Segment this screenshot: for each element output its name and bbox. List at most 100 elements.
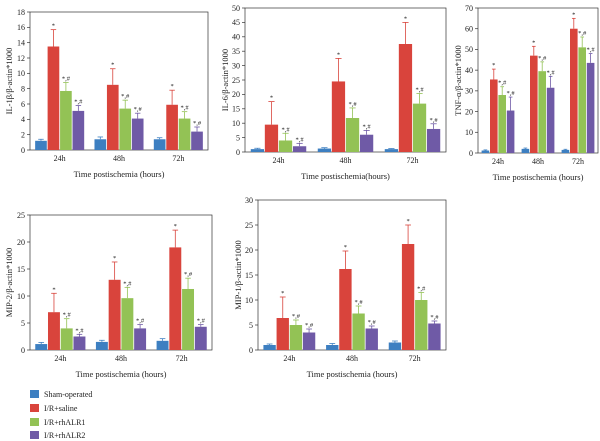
significance-label-i-r-rhalr1-24h: *,# (63, 312, 72, 319)
bar-i-r-rhalr2-24h (73, 336, 86, 350)
significance-label-i-r-rhalr2-72h: *,# (430, 314, 439, 321)
y-tick-label: 50 (465, 45, 473, 54)
plot-frame (29, 11, 209, 151)
y-tick-label: 15 (232, 105, 240, 114)
bar-i-r-rhalr1-72h (182, 288, 195, 350)
bar-i-r-rhalr2-24h (506, 110, 515, 153)
bar-i-r-rhalr1-72h (412, 103, 427, 152)
y-tick-label: 15 (17, 265, 25, 274)
significance-label-i-r-rhalr1-72h: *,# (417, 286, 426, 293)
bar-i-r-rhalr2-72h (194, 326, 207, 350)
significance-label-i-r-rhalr1-48h: *,# (121, 93, 130, 100)
significance-label-i-r-rhalr2-48h: *,# (368, 319, 377, 326)
bar-i-r-rhalr2-72h (586, 62, 595, 154)
bar-i-r-saline-48h (108, 279, 121, 350)
legend-item-ir-saline: I/R+saline (30, 404, 78, 413)
significance-label-i-r-rhalr2-72h: *,# (430, 117, 439, 124)
x-tick-label: 72h (572, 157, 584, 166)
bar-i-r-saline-48h (106, 84, 119, 150)
x-axis-label: Time postischemia (hours) (493, 172, 584, 182)
y-tick-label: 10 (17, 69, 25, 78)
legend-item-ir-rhalr2: I/R+rhALR2 (30, 431, 85, 440)
bar-i-r-saline-24h (47, 46, 60, 150)
plot-frame (29, 214, 213, 351)
bar-i-r-saline-72h (398, 44, 413, 152)
y-tick-label: 8 (21, 84, 25, 93)
significance-label-i-r-rhalr2-72h: *,# (193, 120, 202, 127)
y-tick-label: 0 (236, 148, 240, 157)
significance-label-i-r-rhalr1-48h: *,# (538, 55, 547, 62)
bar-i-r-rhalr1-48h (538, 71, 546, 153)
y-axis-label: MIP-2/β-actin*1000 (4, 248, 14, 317)
significance-label-i-r-rhalr2-72h: *,# (197, 318, 206, 325)
y-tick-label: 6 (21, 100, 25, 109)
bar-sham-operated-48h (521, 148, 530, 153)
bar-i-r-rhalr2-24h (302, 332, 316, 350)
bar-i-r-saline-24h (47, 312, 60, 350)
significance-label-i-r-saline-48h: * (532, 39, 535, 46)
y-tick-label: 5 (236, 133, 240, 142)
y-tick-label: 2 (21, 130, 25, 139)
legend-swatch-ir-saline (30, 404, 39, 412)
y-tick-label: 40 (465, 66, 473, 75)
y-tick-label: 20 (245, 246, 253, 255)
y-tick-label: 20 (465, 107, 473, 116)
significance-label-i-r-rhalr1-48h: *,# (355, 299, 364, 306)
significance-label-i-r-saline-48h: * (111, 62, 114, 69)
significance-label-i-r-saline-24h: * (52, 23, 55, 30)
x-axis-label: Time postischemia (hours) (76, 369, 167, 379)
y-tick-label: 35 (232, 47, 240, 56)
bar-i-r-rhalr1-24h (498, 95, 506, 153)
significance-label-i-r-rhalr1-24h: *,# (281, 126, 290, 133)
bar-i-r-saline-48h (339, 269, 352, 350)
plot-frame (477, 7, 599, 154)
y-tick-label: 15 (245, 271, 253, 280)
significance-label-i-r-saline-24h: * (281, 290, 284, 297)
significance-label-i-r-saline-48h: * (113, 255, 116, 262)
significance-label-i-r-saline-72h: * (404, 15, 407, 22)
legend: Sham-operated I/R+saline I/R+rhALR1 I/R+… (30, 390, 92, 440)
bar-i-r-rhalr2-72h (426, 128, 441, 152)
bar-i-r-rhalr2-24h (292, 146, 307, 152)
y-tick-label: 18 (17, 8, 25, 17)
significance-label-i-r-rhalr1-48h: *,# (123, 280, 132, 287)
x-tick-label: 48h (532, 157, 544, 166)
x-tick-label: 72h (409, 354, 421, 363)
significance-label-i-r-rhalr2-72h: *,# (587, 47, 596, 54)
bar-i-r-rhalr1-72h (578, 47, 586, 153)
bar-i-r-saline-24h (264, 124, 279, 152)
y-tick-label: 20 (17, 238, 25, 247)
significance-label-i-r-rhalr1-72h: *,# (578, 30, 587, 37)
significance-label-i-r-rhalr2-48h: *,# (547, 69, 556, 76)
bar-i-r-rhalr1-24h (278, 140, 293, 152)
legend-label-sham-operated: Sham-operated (44, 390, 92, 399)
significance-label-i-r-rhalr2-24h: *,# (74, 99, 83, 106)
significance-label-i-r-rhalr2-48h: *,# (134, 106, 143, 113)
x-tick-label: 24h (492, 157, 504, 166)
bar-i-r-saline-48h (331, 81, 346, 152)
bar-i-r-rhalr1-24h (289, 325, 303, 350)
significance-label-i-r-saline-72h: * (170, 83, 173, 90)
x-axis-label: Time postischemia(hours) (301, 171, 390, 181)
y-tick-label: 12 (17, 54, 25, 63)
bar-sham-operated-48h (326, 345, 339, 350)
tnf-alpha-chart: 0 10 20 30 40 50 60 70 TNF-α/β-actin*1000 24h * *,#… (453, 4, 599, 182)
bar-i-r-rhalr2-72h (191, 131, 203, 150)
bar-i-r-saline-24h (276, 318, 289, 350)
bar-sham-operated-24h (263, 345, 276, 350)
significance-label-i-r-saline-48h: * (344, 244, 347, 251)
bar-sham-operated-24h (35, 140, 47, 150)
bar-i-r-rhalr2-48h (131, 118, 144, 150)
significance-label-i-r-rhalr2-24h: *,# (507, 90, 516, 97)
y-tick-label: 20 (232, 90, 240, 99)
x-tick-label: 72h (172, 154, 184, 163)
bar-i-r-rhalr1-72h (415, 300, 428, 350)
significance-label-i-r-rhalr1-24h: *,# (62, 76, 71, 83)
legend-label-ir-saline: I/R+saline (44, 404, 78, 413)
bar-sham-operated-72h (156, 340, 169, 350)
y-axis-label: IL-1β/β-actin*1000 (4, 48, 14, 115)
y-tick-label: 10 (465, 128, 473, 137)
bar-i-r-saline-72h (169, 247, 182, 350)
significance-label-i-r-saline-72h: * (174, 223, 177, 230)
